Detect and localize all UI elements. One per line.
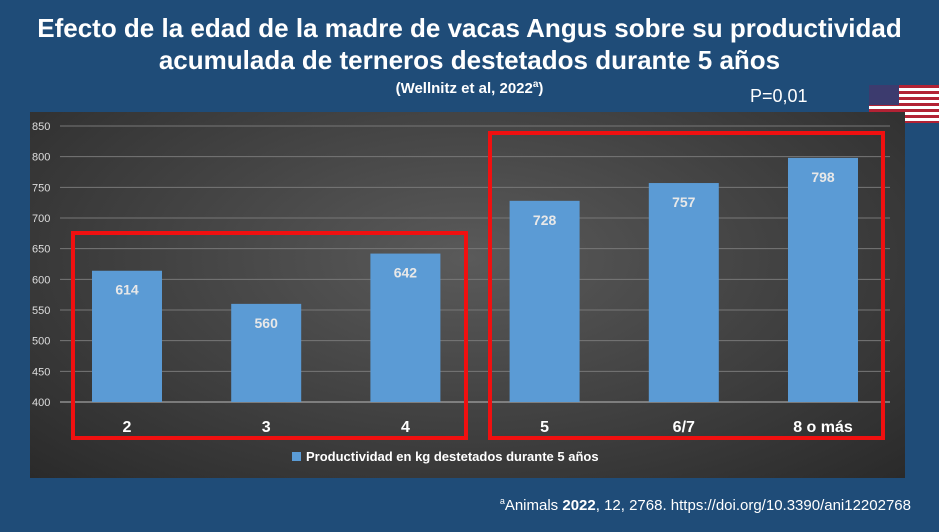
x-tick-label: 3 xyxy=(262,419,271,436)
y-tick-label: 450 xyxy=(32,366,50,378)
data-label: 642 xyxy=(394,265,418,281)
y-tick-label: 550 xyxy=(32,305,50,317)
x-tick-label: 8 o más xyxy=(793,419,853,436)
citation-sup: a xyxy=(532,79,539,90)
data-label: 798 xyxy=(811,169,835,185)
y-tick-label: 400 xyxy=(32,397,50,409)
slide-title: Efecto de la edad de la madre de vacas A… xyxy=(0,12,939,76)
legend-swatch xyxy=(292,452,301,461)
bar xyxy=(788,157,858,402)
footnote-sup: a xyxy=(499,496,505,506)
bar xyxy=(370,253,441,402)
y-tick-label: 650 xyxy=(32,244,50,256)
x-tick-label: 5 xyxy=(540,419,549,436)
citation: (Wellnitz et al, 2022a) xyxy=(395,79,544,97)
footnote: aAnimals 2022, 12, 2768. https://doi.org… xyxy=(500,496,911,514)
highlight-box-young xyxy=(71,231,468,440)
x-tick-label: 2 xyxy=(123,419,132,436)
y-tick-label: 500 xyxy=(32,336,50,348)
y-tick-label: 800 xyxy=(32,152,50,164)
x-tick-label: 6/7 xyxy=(673,419,695,436)
title-line-2: acumulada de terneros destetados durante… xyxy=(158,45,781,75)
x-tick-label: 4 xyxy=(401,419,410,436)
y-tick-label: 850 xyxy=(32,121,50,133)
title-line-1: Efecto de la edad de la madre de vacas A… xyxy=(37,13,902,43)
y-tick-label: 700 xyxy=(32,213,50,225)
data-label: 728 xyxy=(533,212,557,228)
citation-text: (Wellnitz et al, 2022 xyxy=(395,80,533,97)
footnote-year: 2022 xyxy=(562,497,596,514)
bar xyxy=(92,270,162,402)
data-label: 757 xyxy=(672,194,696,210)
bar xyxy=(231,303,302,402)
p-value: P=0,01 xyxy=(750,86,808,106)
data-label: 560 xyxy=(255,315,279,331)
legend-label: Productividad en kg destetados durante 5… xyxy=(306,449,599,464)
footnote-rest: , 12, 2768. https://doi.org/10.3390/ani1… xyxy=(595,497,911,514)
bar xyxy=(648,183,719,402)
footnote-journal: Animals xyxy=(504,497,563,514)
y-tick-label: 600 xyxy=(32,274,50,286)
highlight-box-mature xyxy=(488,131,885,440)
bar-chart: 400 450 500 550 600 650 700 750 800 850 614 2 560 3 64… xyxy=(32,121,890,464)
bar xyxy=(509,200,580,402)
data-label: 614 xyxy=(115,282,139,298)
y-tick-label: 750 xyxy=(32,182,50,194)
